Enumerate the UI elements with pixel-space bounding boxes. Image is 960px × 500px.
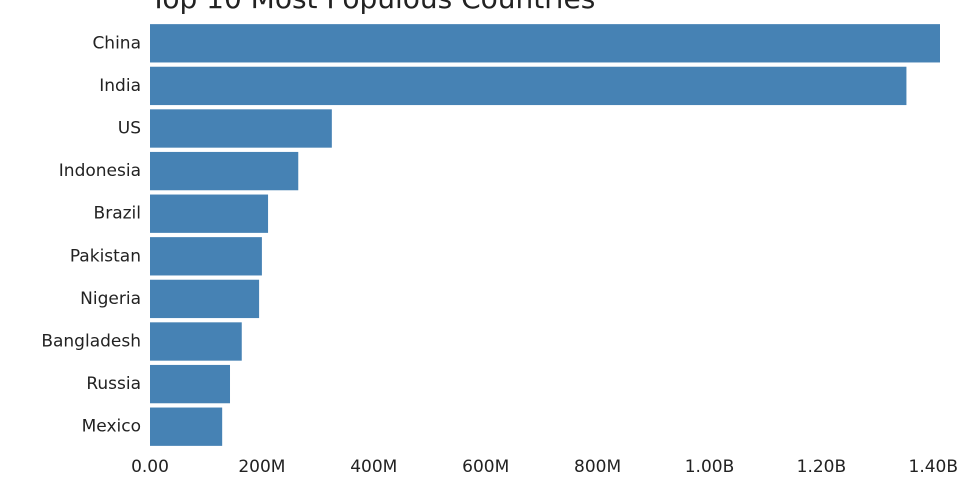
y-tick-label: Bangladesh	[41, 332, 141, 352]
bar	[150, 151, 299, 191]
x-tick-label: 800M	[574, 457, 621, 477]
x-tick-label: 1.00B	[685, 457, 735, 477]
bar	[150, 322, 242, 361]
bar	[150, 194, 269, 233]
x-tick-label: 200M	[238, 457, 285, 477]
y-tick-label: China	[92, 33, 141, 53]
x-tick-label: 600M	[462, 457, 509, 477]
bar	[150, 66, 907, 106]
x-tick-label: 1.20B	[797, 457, 847, 477]
x-tick-label: 400M	[350, 457, 397, 477]
bar	[150, 24, 940, 63]
y-tick-label: Nigeria	[80, 289, 141, 309]
y-tick-label: Brazil	[94, 204, 141, 224]
bar	[150, 109, 332, 148]
y-tick-label: India	[99, 76, 141, 96]
bar	[150, 237, 262, 276]
y-tick-label: Mexico	[82, 417, 141, 437]
y-tick-label: Indonesia	[59, 161, 141, 181]
x-tick-label: 1.40B	[909, 457, 959, 477]
y-tick-label: US	[118, 119, 141, 139]
bar	[150, 364, 231, 404]
y-tick-label: Russia	[86, 374, 141, 394]
x-tick-label: 0.00	[131, 457, 169, 477]
chart-title: Top 10 Most Populous Countries	[149, 0, 595, 15]
bar	[150, 407, 223, 446]
y-tick-label: Pakistan	[70, 246, 141, 266]
bar	[150, 279, 260, 319]
